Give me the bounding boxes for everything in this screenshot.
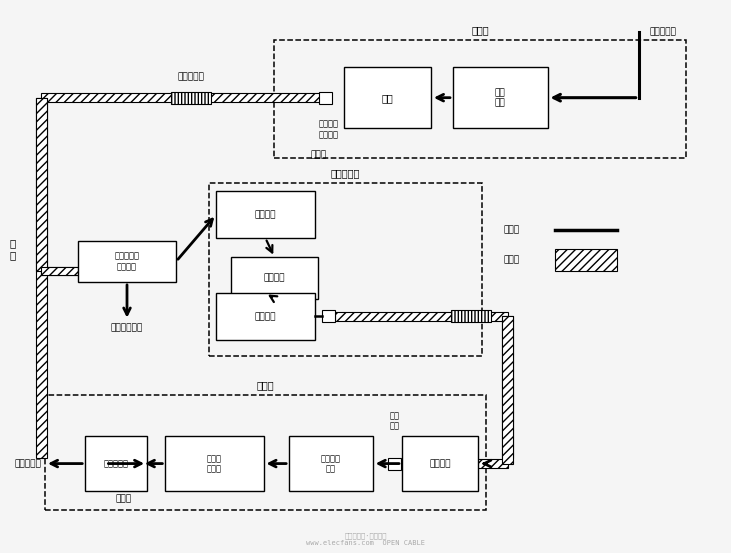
Text: 光信号
识别器: 光信号 识别器 (207, 454, 222, 473)
Text: 再生中继器: 再生中继器 (331, 169, 360, 179)
Text: 光纤接头
第一平面: 光纤接头 第一平面 (319, 119, 339, 139)
Bar (171, 92, 211, 104)
Text: 电定波器: 电定波器 (264, 273, 285, 283)
Bar (344, 67, 431, 128)
Text: 电子发烧友·电路图库
www.elecfans.com  OPEN CABLE: 电子发烧友·电路图库 www.elecfans.com OPEN CABLE (306, 533, 425, 546)
Bar (42, 267, 78, 275)
Text: 放大器: 放大器 (115, 494, 132, 503)
Bar (85, 436, 147, 491)
Bar (209, 183, 482, 356)
Bar (165, 436, 264, 491)
Bar (36, 98, 48, 271)
Bar (501, 316, 513, 463)
Bar (388, 457, 401, 469)
Bar (451, 310, 491, 322)
Text: 耦合器: 耦合器 (310, 150, 326, 159)
Bar (36, 98, 48, 458)
Text: 光调制器: 光调制器 (254, 312, 276, 321)
Bar (402, 459, 507, 468)
Bar (289, 436, 373, 491)
Text: 光合融分束
器代层器: 光合融分束 器代层器 (115, 252, 140, 271)
Bar (216, 293, 314, 340)
Bar (274, 40, 686, 158)
Bar (78, 241, 176, 282)
Text: 电信号输入: 电信号输入 (650, 27, 676, 36)
Bar (216, 191, 314, 238)
Text: 光放大器: 光放大器 (429, 459, 451, 468)
Text: 电信号: 电信号 (504, 225, 520, 234)
Text: 出端电信号: 出端电信号 (15, 459, 42, 468)
Text: 电调
制器: 电调 制器 (495, 88, 506, 107)
Bar (319, 92, 332, 104)
Text: 光检波器: 光检波器 (254, 210, 276, 219)
Text: 收端机: 收端机 (257, 380, 274, 390)
Bar (501, 316, 513, 458)
Text: 光源: 光源 (382, 93, 393, 103)
Polygon shape (107, 446, 140, 482)
Text: 光纤接续盒: 光纤接续盒 (178, 72, 204, 81)
Text: 光纤
激频: 光纤 激频 (390, 411, 400, 431)
Bar (42, 93, 325, 102)
Text: 隔离备份设备: 隔离备份设备 (111, 324, 143, 332)
Bar (555, 249, 617, 271)
Bar (402, 436, 478, 491)
Text: 信号导引器: 信号导引器 (104, 459, 129, 468)
Bar (453, 67, 548, 128)
Text: 光信号: 光信号 (504, 255, 520, 264)
Bar (322, 310, 335, 322)
Bar (335, 312, 507, 321)
Text: 光
缆: 光 缆 (10, 238, 15, 260)
Text: 光耦合器
接级: 光耦合器 接级 (321, 454, 341, 473)
Bar (42, 267, 78, 275)
Text: 发端机: 发端机 (471, 25, 489, 35)
Bar (231, 257, 318, 299)
Bar (45, 395, 485, 510)
